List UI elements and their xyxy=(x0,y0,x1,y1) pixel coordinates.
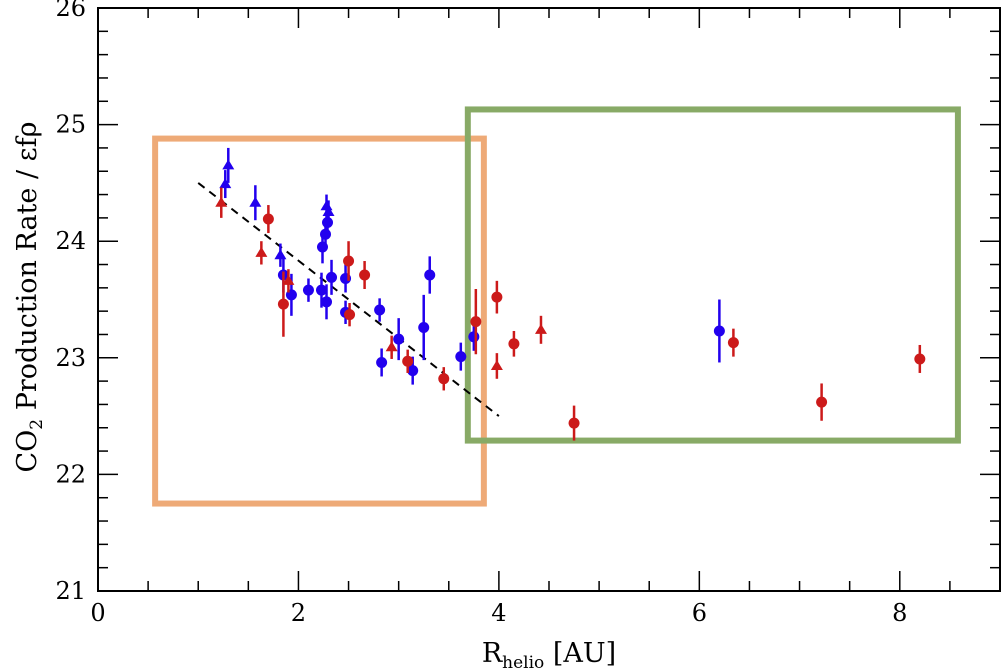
red-circles-point xyxy=(277,298,289,310)
data-points xyxy=(215,147,926,441)
green-box xyxy=(464,106,961,444)
red-circles-point xyxy=(343,255,355,267)
fit-line-group xyxy=(197,182,500,417)
y-tick-label: 22 xyxy=(55,460,86,488)
x-axis-title: Rhelio [AU] xyxy=(482,638,616,671)
orange-box xyxy=(152,135,487,507)
red-triangles-point xyxy=(215,196,228,207)
y-tick-label: 23 xyxy=(55,344,86,372)
y-tick-label: 26 xyxy=(55,0,86,22)
y-axis-title: CO2 Production Rate / εfρ xyxy=(12,121,47,472)
blue-triangles-point xyxy=(219,178,232,189)
x-tick-label: 8 xyxy=(892,599,907,627)
x-tick-label: 4 xyxy=(491,599,506,627)
y-tick-label: 25 xyxy=(55,111,86,139)
blue-circles-point xyxy=(302,284,314,296)
red-circles-point xyxy=(508,338,520,350)
x-tick-label: 2 xyxy=(291,599,306,627)
blue-circles-point xyxy=(424,269,436,281)
blue-circles-point xyxy=(468,331,480,343)
blue-circles-point xyxy=(321,296,333,308)
red-circles-point xyxy=(344,309,356,321)
y-tick-label: 24 xyxy=(55,227,86,255)
blue-circles-point xyxy=(393,333,405,345)
blue-triangles-point xyxy=(274,249,287,260)
blue-circles-point xyxy=(376,356,388,368)
red-circles-point xyxy=(402,355,414,367)
y-tick-label: 21 xyxy=(55,577,86,605)
blue-triangles-point xyxy=(222,159,235,170)
red-triangles-point xyxy=(534,323,547,334)
x-tick-label: 6 xyxy=(692,599,707,627)
blue-triangles-point xyxy=(320,200,333,211)
x-tick-label: 0 xyxy=(90,599,105,627)
blue-circles-point xyxy=(315,284,327,296)
red-circles-point xyxy=(568,417,580,429)
red-circles-point xyxy=(914,353,926,365)
red-circles-point xyxy=(359,269,371,281)
blue-circles-point xyxy=(374,304,386,316)
blue-circles-point xyxy=(455,351,467,363)
red-triangles-point xyxy=(282,274,295,285)
highlight-boxes xyxy=(152,106,961,507)
axes xyxy=(97,7,1001,592)
red-circles-point xyxy=(816,396,828,408)
red-circles-point xyxy=(727,337,739,349)
red-triangles-point xyxy=(490,359,503,370)
fit-line xyxy=(197,182,500,417)
red-circles-point xyxy=(262,213,274,225)
red-circles-point xyxy=(470,316,482,328)
red-circles-point xyxy=(491,291,503,303)
blue-circles-point xyxy=(713,325,725,337)
red-triangles-point xyxy=(385,341,398,352)
blue-circles-point xyxy=(320,228,332,240)
red-circles-point xyxy=(438,373,450,385)
blue-triangles-point xyxy=(249,196,262,207)
red-triangles-point xyxy=(255,246,268,257)
blue-circles-point xyxy=(418,321,430,333)
blue-circles-point xyxy=(407,365,419,377)
blue-circles-point xyxy=(326,271,338,283)
blue-triangles-point xyxy=(322,206,335,217)
